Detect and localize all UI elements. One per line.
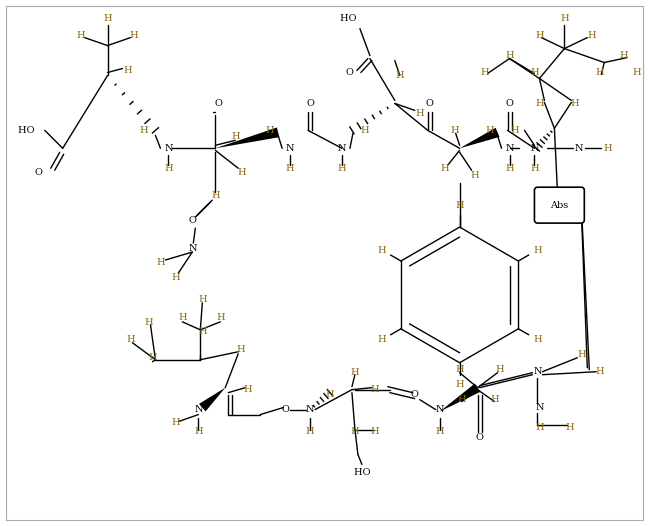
Text: H: H [395, 71, 404, 80]
Text: H: H [178, 313, 187, 322]
Text: H: H [286, 164, 295, 173]
Text: N: N [188, 244, 197, 252]
Text: H: H [565, 423, 574, 432]
Text: O: O [281, 405, 289, 414]
Text: H: H [530, 68, 539, 77]
Polygon shape [439, 383, 480, 412]
Text: H: H [570, 99, 579, 108]
Text: H: H [361, 126, 369, 135]
Text: N: N [575, 144, 583, 153]
Text: H: H [171, 418, 180, 427]
Text: O: O [426, 99, 434, 108]
Text: H: H [350, 368, 360, 377]
Text: H: H [306, 427, 314, 436]
Text: O: O [188, 216, 196, 225]
Text: H: H [505, 164, 514, 173]
Text: H: H [371, 385, 379, 394]
Text: H: H [530, 164, 539, 173]
Text: H: H [435, 427, 444, 436]
Text: H⁠O: H⁠O [18, 126, 34, 135]
Text: H: H [533, 246, 542, 255]
Text: H: H [231, 132, 239, 141]
Text: H: H [490, 395, 499, 404]
Text: H⁠O: H⁠O [354, 468, 370, 477]
Text: N: N [194, 405, 202, 414]
Text: H: H [450, 126, 459, 135]
Text: H: H [371, 427, 379, 436]
Text: O: O [306, 99, 314, 108]
Text: H: H [415, 109, 424, 118]
Text: H: H [378, 335, 386, 345]
Text: H: H [535, 423, 544, 432]
Text: Abs: Abs [550, 200, 569, 210]
Text: H: H [266, 126, 275, 135]
Text: H: H [533, 335, 542, 345]
Text: H: H [238, 168, 247, 177]
Polygon shape [199, 388, 225, 411]
Text: H: H [148, 353, 157, 362]
Text: H: H [633, 68, 641, 77]
Text: H: H [126, 335, 135, 345]
Text: H: H [198, 327, 206, 336]
Polygon shape [215, 127, 279, 148]
Text: H: H [198, 296, 206, 305]
Text: H: H [456, 380, 464, 389]
Text: N: N [435, 405, 444, 414]
Text: O: O [506, 99, 513, 108]
Text: N: N [530, 144, 539, 153]
Text: H: H [603, 144, 611, 153]
Text: H: H [77, 31, 85, 40]
Text: H: H [480, 68, 489, 77]
Text: H: H [485, 126, 494, 135]
Text: H: H [244, 385, 252, 394]
Text: H: H [164, 164, 173, 173]
Text: H: H [378, 246, 386, 255]
Text: H: H [458, 395, 466, 404]
Text: H: H [171, 274, 180, 282]
Text: O: O [35, 168, 43, 177]
Text: H: H [595, 68, 604, 77]
Text: H: H [337, 164, 347, 173]
Text: H: H [326, 390, 334, 399]
Text: N: N [286, 144, 295, 153]
Text: H: H [587, 31, 596, 40]
Text: H: H [535, 31, 544, 40]
Text: H: H [216, 313, 225, 322]
Text: H: H [123, 66, 132, 75]
Text: H: H [156, 258, 165, 267]
Text: N: N [164, 144, 173, 153]
Text: H: H [350, 427, 360, 436]
Text: O: O [411, 390, 419, 399]
Text: H: H [211, 191, 219, 200]
Text: N: N [306, 405, 314, 414]
Text: H: H [595, 367, 604, 376]
Text: H: H [535, 99, 544, 108]
Text: N: N [533, 367, 542, 376]
Text: H: H [505, 51, 514, 60]
FancyBboxPatch shape [534, 187, 584, 223]
Text: N: N [506, 144, 514, 153]
Text: H: H [456, 200, 464, 210]
Text: H: H [456, 365, 464, 374]
Text: O: O [346, 68, 354, 77]
Text: H: H [441, 164, 449, 173]
Text: H: H [560, 14, 569, 23]
Text: H⁠O: H⁠O [339, 14, 356, 23]
Text: N: N [535, 403, 544, 412]
Text: O: O [476, 433, 484, 442]
Text: H: H [495, 365, 504, 374]
Text: H: H [139, 126, 148, 135]
Text: O: O [214, 99, 222, 108]
Text: H: H [510, 126, 519, 135]
Text: H: H [103, 14, 112, 23]
Text: H: H [471, 171, 479, 180]
Text: H: H [620, 51, 628, 60]
Text: H: H [194, 427, 202, 436]
Text: H: H [577, 350, 585, 359]
Text: H: H [144, 318, 153, 327]
Text: N: N [337, 144, 346, 153]
Polygon shape [459, 128, 500, 148]
Text: H: H [236, 345, 245, 355]
Text: H: H [129, 31, 138, 40]
